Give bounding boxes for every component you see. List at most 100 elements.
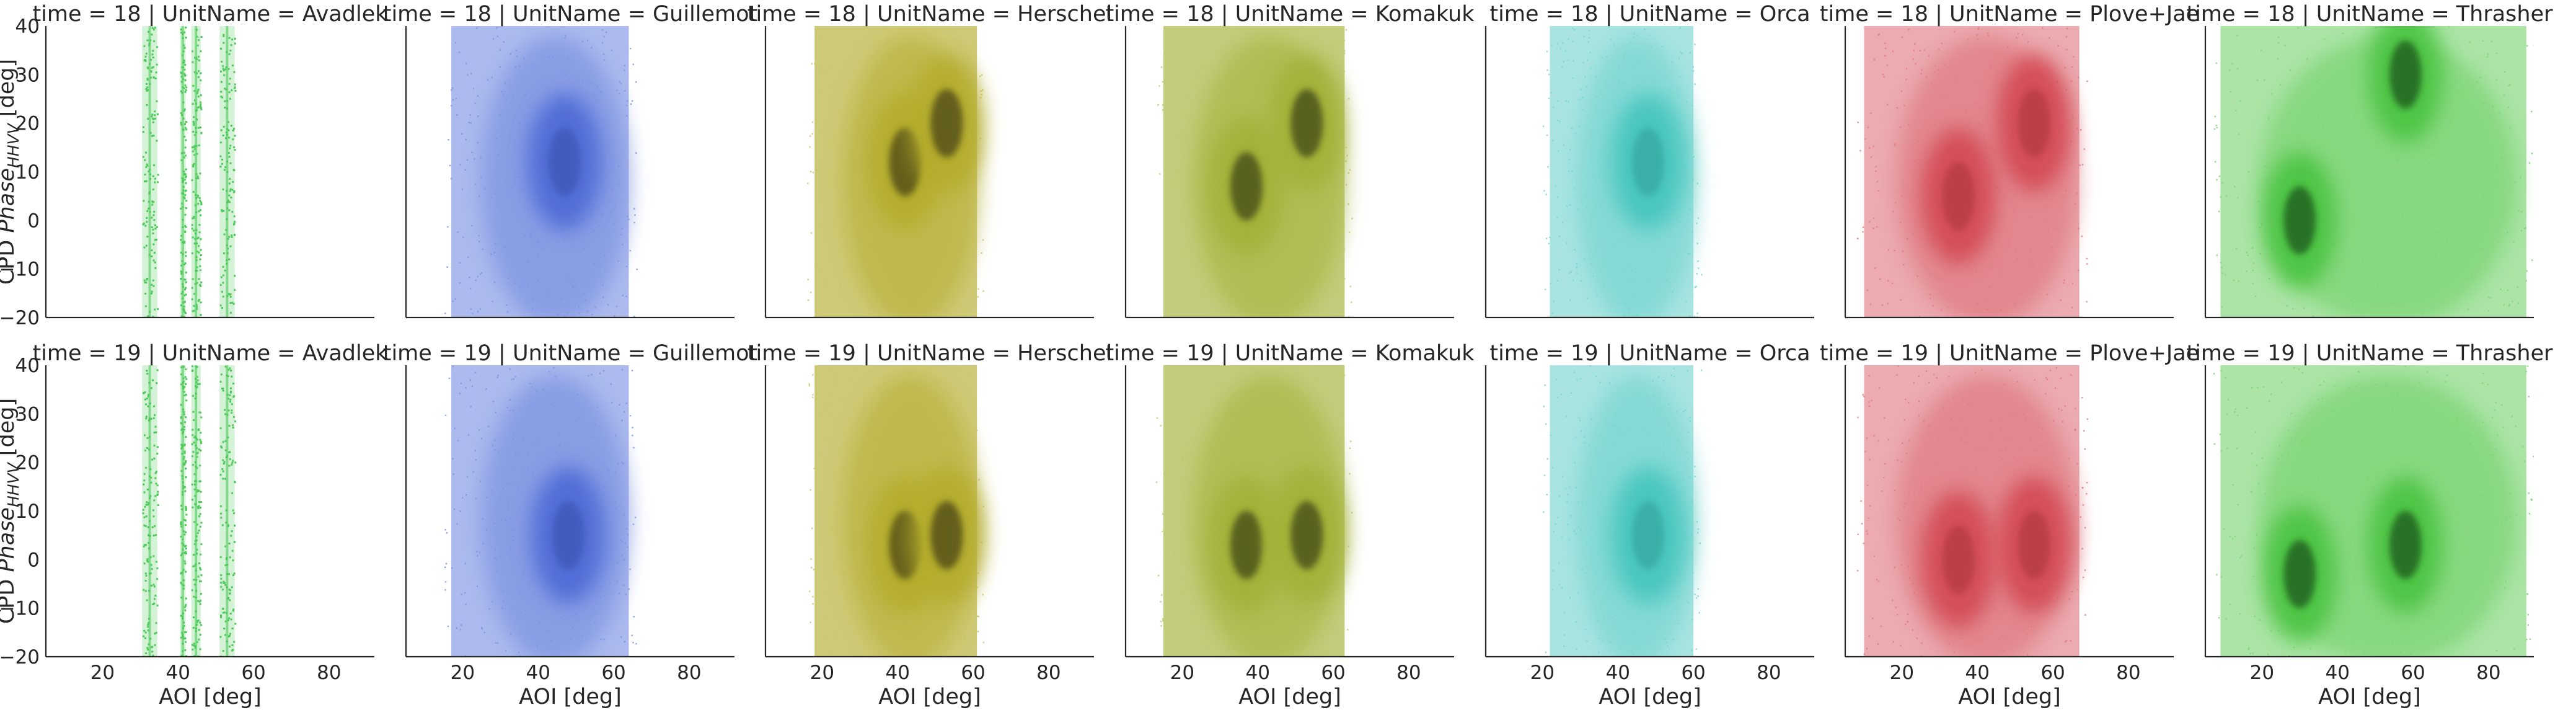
scatter-point	[197, 127, 200, 129]
scatter-point	[191, 146, 193, 148]
scatter-point	[2268, 118, 2270, 120]
scatter-point	[2277, 36, 2280, 38]
scatter-point	[818, 510, 820, 512]
scatter-point	[1188, 383, 1189, 384]
scatter-point	[1155, 481, 1158, 483]
scatter-point	[837, 241, 839, 243]
scatter-point	[821, 130, 823, 131]
scatter-point	[629, 249, 632, 252]
scatter-point	[146, 558, 149, 561]
scatter-point	[1183, 128, 1186, 130]
scatter-point	[1954, 31, 1956, 33]
scatter-point	[2214, 115, 2216, 118]
scatter-point	[1900, 644, 1902, 647]
scatter-point	[142, 126, 144, 128]
scatter-point	[180, 615, 182, 617]
scatter-point	[180, 251, 182, 254]
scatter-point	[200, 79, 202, 82]
scatter-point	[2078, 76, 2080, 79]
scatter-point	[150, 387, 152, 389]
facet-title: time = 19 | UnitName = Orca	[1489, 341, 1810, 366]
scatter-point	[1569, 204, 1571, 206]
scatter-point	[2270, 629, 2272, 632]
scatter-point	[2027, 41, 2029, 43]
scatter-point	[1582, 109, 1584, 111]
scatter-point	[1921, 642, 1923, 644]
scatter-point	[154, 261, 156, 264]
facet-panel-komakuk-t18: time = 18 | UnitName = Komakuk	[1105, 2, 1475, 319]
scatter-point	[152, 135, 155, 137]
scatter-point	[1343, 39, 1346, 42]
scatter-point	[480, 437, 483, 440]
scatter-point	[821, 224, 824, 226]
scatter-point	[497, 375, 499, 376]
scatter-point	[192, 451, 195, 453]
scatter-point	[1633, 32, 1635, 35]
scatter-point	[1548, 73, 1550, 76]
scatter-point	[948, 309, 950, 312]
scatter-point	[2445, 381, 2446, 383]
scatter-point	[183, 242, 185, 244]
scatter-point	[1586, 641, 1588, 642]
scatter-point	[193, 564, 196, 567]
scatter-point	[221, 290, 223, 293]
heatmap-area	[1857, 26, 2088, 318]
scatter-point	[2531, 153, 2533, 154]
scatter-point	[185, 476, 187, 479]
scatter-point	[200, 449, 202, 451]
scatter-point	[2526, 638, 2528, 641]
scatter-point	[635, 642, 637, 645]
scatter-point	[1869, 221, 1871, 223]
scatter-point	[198, 278, 200, 280]
scatter-point	[232, 559, 234, 562]
scatter-point	[815, 604, 817, 606]
scatter-point	[461, 497, 464, 499]
scatter-point	[623, 411, 625, 413]
scatter-point	[184, 231, 187, 233]
scatter-point	[200, 440, 202, 443]
scatter-point	[1900, 90, 1903, 92]
scatter-point	[1976, 34, 1978, 36]
scatter-point	[1315, 53, 1317, 55]
scatter-point	[196, 523, 198, 526]
scatter-point	[1173, 553, 1176, 556]
scatter-point	[200, 624, 203, 626]
scatter-point	[143, 491, 146, 494]
scatter-point	[145, 574, 148, 577]
x-tick-label: 20	[1530, 662, 1555, 684]
scatter-point	[192, 499, 194, 501]
scatter-point	[2509, 84, 2511, 86]
scatter-point	[1571, 40, 1574, 42]
scatter-point	[232, 608, 235, 611]
scatter-point	[183, 552, 186, 554]
scatter-point	[144, 398, 146, 401]
scatter-point	[459, 510, 462, 512]
scatter-point	[1928, 55, 1930, 57]
scatter-point	[2066, 48, 2068, 51]
scatter-point	[625, 104, 628, 107]
scatter-point	[1938, 48, 1940, 50]
scatter-point	[1183, 575, 1186, 577]
scatter-point	[1194, 68, 1196, 70]
scatter-point	[1571, 170, 1573, 172]
scatter-point	[146, 104, 148, 106]
scatter-point	[1171, 84, 1173, 87]
scatter-point	[1170, 202, 1171, 205]
scatter-point	[448, 377, 451, 380]
scatter-point	[150, 59, 152, 61]
scatter-point	[220, 81, 223, 83]
scatter-point	[459, 629, 462, 631]
scatter-point	[978, 479, 980, 481]
y-tick-label: −10	[0, 598, 40, 620]
scatter-point	[2231, 538, 2234, 540]
scatter-point	[144, 403, 147, 406]
scatter-point	[472, 87, 475, 90]
scatter-point	[1694, 83, 1696, 86]
scatter-point	[1231, 37, 1233, 38]
scatter-point	[981, 252, 982, 254]
scatter-point	[1907, 613, 1909, 616]
scatter-point	[1687, 370, 1689, 371]
scatter-point	[2252, 652, 2254, 654]
scatter-point	[154, 414, 156, 416]
scatter-point	[1695, 648, 1698, 650]
